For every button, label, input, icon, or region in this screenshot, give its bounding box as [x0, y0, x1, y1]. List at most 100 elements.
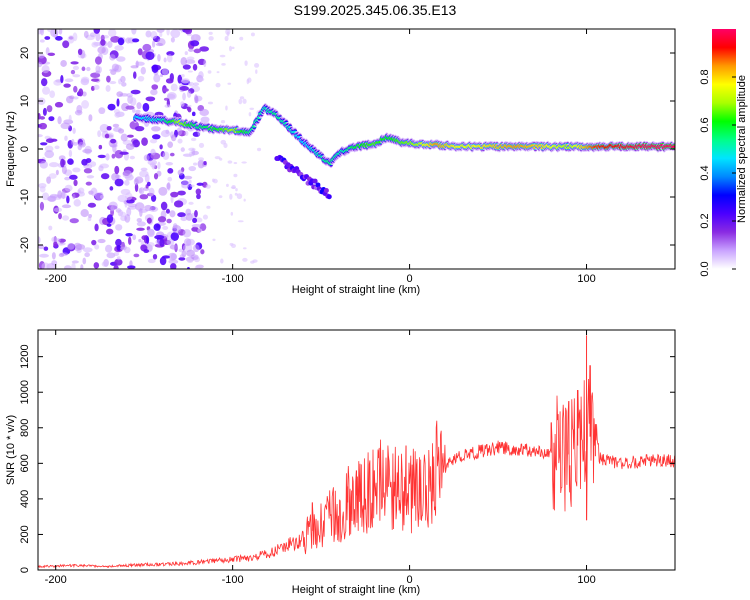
noise-blob [77, 189, 81, 194]
y-tick-label: 1200 [19, 344, 31, 368]
noise-blob [166, 54, 173, 63]
noise-blob [180, 56, 188, 66]
noise-blob [142, 102, 150, 112]
noise-blob [168, 259, 179, 265]
noise-blob [166, 238, 175, 246]
noise-blob [110, 138, 117, 144]
noise-blob [120, 75, 126, 83]
noise-blob [162, 88, 169, 92]
noise-blob [112, 123, 120, 128]
noise-blob [72, 65, 80, 71]
noise-blob [73, 199, 81, 207]
noise-blob [187, 259, 194, 264]
noise-blob [139, 170, 149, 178]
noise-blob [38, 236, 41, 244]
noise-blob [69, 218, 79, 224]
noise-blob [61, 204, 72, 209]
noise-blob [130, 89, 141, 95]
noise-blob [184, 29, 193, 35]
noise-blob [220, 139, 227, 145]
noise-blob [54, 101, 64, 108]
noise-blob [58, 155, 66, 161]
noise-blob [91, 78, 100, 82]
noise-blob [114, 178, 124, 187]
noise-blob [125, 143, 135, 150]
noise-blob [67, 35, 75, 44]
noise-blob [216, 71, 220, 74]
noise-blob [221, 63, 226, 66]
noise-blob [218, 157, 223, 161]
noise-blob [100, 39, 106, 46]
noise-blob [164, 104, 172, 108]
noise-blob [125, 105, 135, 110]
noise-blob [88, 114, 93, 122]
noise-blob [107, 29, 117, 38]
noise-blob [154, 235, 165, 240]
noise-blob [248, 112, 252, 117]
noise-blob [165, 161, 174, 166]
noise-blob [77, 48, 83, 56]
noise-blob [106, 252, 116, 259]
noise-blob [82, 148, 93, 154]
noise-blob [39, 116, 46, 120]
noise-blob [116, 56, 126, 62]
ridge-cell [671, 145, 675, 149]
noise-blob [58, 29, 63, 35]
noise-blob [115, 224, 123, 231]
noise-blob [202, 214, 208, 220]
noise-blob [225, 105, 228, 111]
noise-blob [218, 195, 223, 199]
noise-blob [196, 193, 201, 200]
noise-blob [199, 108, 210, 117]
noise-blob [82, 91, 87, 97]
noise-blob [124, 179, 130, 186]
noise-blob [47, 52, 56, 56]
x-tick-label: -200 [45, 574, 67, 586]
noise-blob [72, 193, 76, 200]
noise-blob [117, 209, 124, 217]
noise-blob [150, 31, 158, 39]
noise-blob [107, 41, 113, 48]
noise-blob [194, 94, 198, 104]
noise-blob [157, 53, 161, 62]
noise-blob [72, 167, 81, 173]
noise-blob [198, 142, 205, 148]
noise-blob [80, 209, 89, 218]
noise-blob [135, 61, 145, 66]
noise-blob [106, 223, 112, 227]
noise-blob [165, 78, 174, 84]
noise-blob [177, 138, 183, 144]
noise-blob [51, 260, 58, 266]
noise-blob [183, 175, 193, 180]
noise-blob [180, 30, 184, 33]
noise-blob [170, 83, 178, 92]
noise-blob [136, 102, 142, 110]
noise-blob [130, 97, 137, 106]
noise-blob [77, 144, 82, 151]
noise-blob [180, 216, 188, 222]
noise-blob [129, 155, 136, 160]
noise-blob [242, 257, 248, 262]
noise-blob [125, 233, 133, 237]
noise-blob [177, 190, 186, 196]
noise-blob [147, 258, 156, 264]
noise-blob [192, 244, 200, 253]
noise-blob [137, 48, 143, 56]
noise-blob [86, 175, 95, 179]
noise-blob [169, 244, 178, 250]
noise-blob [80, 264, 84, 269]
noise-blob [122, 170, 133, 179]
noise-blob [226, 183, 229, 188]
noise-blob [64, 78, 74, 83]
noise-blob [38, 61, 43, 68]
noise-blob [115, 174, 121, 179]
noise-blob [141, 137, 148, 146]
noise-blob [249, 107, 255, 110]
noise-blob [66, 195, 70, 204]
x-tick-label: 0 [407, 273, 413, 285]
ridge-cell [312, 178, 318, 184]
snr-y-label: SNR (10 * v/v) [5, 415, 17, 485]
noise-blob [171, 225, 182, 234]
noise-blob [60, 158, 65, 168]
